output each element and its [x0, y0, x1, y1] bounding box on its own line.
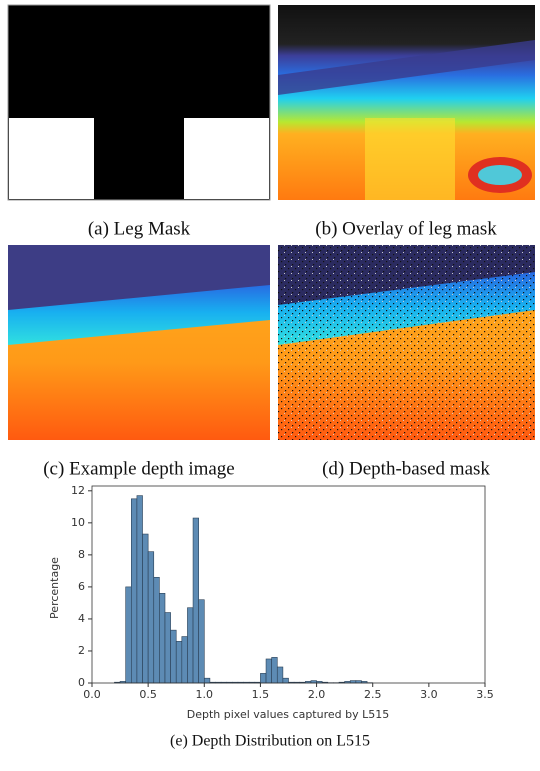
mask-white [9, 118, 94, 199]
x-tick-label: 0.5 [139, 688, 157, 701]
x-tick-label: 3.0 [420, 688, 438, 701]
mask-white [184, 118, 269, 199]
x-tick-label: 1.5 [252, 688, 270, 701]
y-axis-label: Percentage [48, 557, 61, 619]
bar [260, 673, 266, 683]
depth-image [8, 245, 270, 440]
bar [165, 613, 171, 683]
x-tick-label: 2.5 [364, 688, 382, 701]
y-tick-label: 2 [78, 644, 85, 657]
y-tick-label: 4 [78, 612, 85, 625]
bar [154, 577, 160, 683]
y-tick-label: 6 [78, 580, 85, 593]
x-tick-label: 1.0 [196, 688, 214, 701]
overlay-mask [365, 118, 455, 200]
bar [182, 637, 188, 683]
bar [131, 499, 137, 683]
bar [199, 600, 205, 683]
y-tick-label: 12 [71, 484, 85, 497]
bar [126, 587, 132, 683]
x-tick-label: 0.0 [83, 688, 101, 701]
overlay-object [478, 165, 522, 185]
bar [187, 608, 193, 683]
bar [204, 678, 210, 683]
bar [277, 667, 283, 683]
bar [137, 496, 143, 683]
caption: (d) Depth-based mask [322, 458, 490, 479]
bar [283, 678, 289, 683]
caption: (c) Example depth image [43, 458, 235, 479]
bar [143, 534, 149, 683]
y-tick-label: 10 [71, 516, 85, 529]
bar [272, 657, 278, 683]
depth-mask-image [278, 245, 535, 440]
x-axis-label: Depth pixel values captured by L515 [187, 708, 390, 721]
caption: (b) Overlay of leg mask [315, 218, 497, 239]
bar [176, 641, 182, 683]
x-tick-label: 3.5 [476, 688, 494, 701]
caption: (a) Leg Mask [88, 218, 191, 239]
bar [159, 593, 165, 683]
x-tick-label: 2.0 [308, 688, 326, 701]
bar [148, 552, 154, 683]
bar [266, 659, 272, 683]
caption: (e) Depth Distribution on L515 [170, 733, 370, 750]
y-tick-label: 8 [78, 548, 85, 561]
bar [193, 518, 199, 683]
bar [171, 630, 177, 683]
